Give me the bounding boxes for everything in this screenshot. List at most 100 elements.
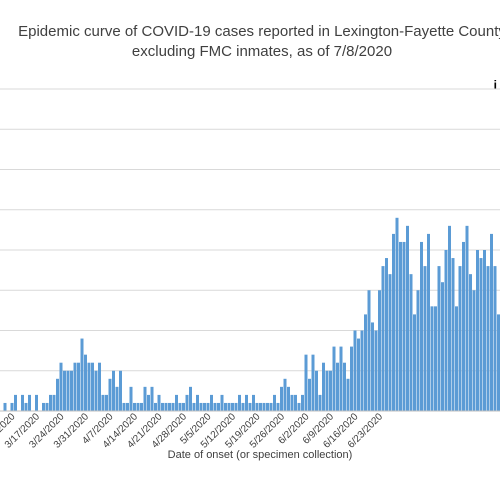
- bar: [353, 330, 357, 411]
- bar: [476, 250, 479, 411]
- bar: [112, 370, 115, 411]
- bar: [332, 346, 336, 411]
- bar: [248, 402, 252, 411]
- bar: [154, 402, 157, 411]
- bar: [350, 346, 353, 411]
- bar: [367, 290, 371, 411]
- bar: [434, 306, 437, 411]
- bar: [105, 394, 108, 411]
- bar: [171, 402, 175, 411]
- bar: [472, 290, 476, 411]
- bar: [262, 402, 266, 411]
- bar: [409, 274, 413, 411]
- bar: [308, 378, 311, 411]
- bar: [360, 330, 364, 411]
- bar: [378, 290, 381, 411]
- bar: [343, 362, 346, 411]
- bar: [297, 402, 301, 411]
- bar: [336, 362, 339, 411]
- bar: [42, 402, 45, 411]
- bar: [28, 394, 31, 411]
- bar: [273, 394, 276, 411]
- bar: [234, 402, 238, 411]
- bar: [91, 362, 94, 411]
- bar: [122, 402, 126, 411]
- bar: [301, 394, 304, 411]
- bar: [45, 402, 49, 411]
- bar: [84, 354, 87, 411]
- bar: [388, 274, 392, 411]
- legend-fragment: i: [494, 78, 497, 92]
- bar: [164, 402, 168, 411]
- bar: [129, 386, 133, 411]
- bar: [269, 402, 273, 411]
- bar: [213, 402, 217, 411]
- bar: [381, 266, 385, 411]
- bar: [371, 322, 374, 411]
- bar: [133, 402, 136, 411]
- x-tick-labels: 3/10/20203/17/20203/24/20203/31/20204/7/…: [0, 411, 385, 451]
- bar: [98, 362, 101, 411]
- bar: [192, 402, 196, 411]
- bar: [497, 314, 500, 411]
- bar: [199, 402, 203, 411]
- bar: [143, 386, 147, 411]
- bar: [238, 394, 241, 411]
- bar: [241, 402, 245, 411]
- bar: [413, 314, 416, 411]
- bar: [304, 354, 308, 411]
- bar: [21, 394, 24, 411]
- bar: [280, 386, 283, 411]
- bar: [490, 233, 493, 411]
- bar: [14, 394, 17, 411]
- bar: [493, 266, 497, 411]
- bar: [311, 354, 315, 411]
- bar: [479, 258, 483, 411]
- bar: [451, 258, 455, 411]
- bar: [315, 370, 318, 411]
- bar: [252, 394, 255, 411]
- bar: [276, 402, 280, 411]
- bar: [374, 330, 378, 411]
- bar: [227, 402, 231, 411]
- bar: [455, 306, 458, 411]
- bar: [357, 338, 360, 411]
- bar: [329, 370, 332, 411]
- bar: [126, 402, 129, 411]
- chart-title-line-2: excluding FMC inmates, as of 7/8/2020: [132, 43, 392, 60]
- gridlines: [0, 88, 500, 372]
- bar: [168, 402, 171, 411]
- bar: [287, 386, 290, 411]
- bar: [175, 394, 178, 411]
- bar: [465, 225, 469, 411]
- bar: [217, 402, 220, 411]
- bar: [49, 394, 52, 411]
- bar: [458, 266, 462, 411]
- bar: [346, 378, 350, 411]
- bar: [448, 225, 451, 411]
- bar: [255, 402, 259, 411]
- bar: [395, 217, 399, 411]
- bar: [3, 402, 7, 411]
- bar: [294, 394, 297, 411]
- bar: [150, 386, 154, 411]
- bar: [224, 402, 227, 411]
- bar: [220, 394, 224, 411]
- bar: [66, 370, 70, 411]
- bar: [462, 241, 465, 411]
- bar: [210, 394, 213, 411]
- chart-title-line-1: Epidemic curve of COVID-19 cases reporte…: [18, 23, 500, 40]
- chart-title: Epidemic curve of COVID-19 cases reporte…: [18, 23, 500, 60]
- bar: [24, 402, 28, 411]
- bar: [80, 338, 84, 411]
- bar: [136, 402, 140, 411]
- bar: [10, 402, 14, 411]
- bar: [77, 362, 80, 411]
- bar: [52, 394, 56, 411]
- bar: [322, 362, 325, 411]
- bar: [416, 290, 420, 411]
- bar: [441, 282, 444, 411]
- bar: [56, 378, 59, 411]
- bar: [35, 394, 38, 411]
- bar: [140, 402, 143, 411]
